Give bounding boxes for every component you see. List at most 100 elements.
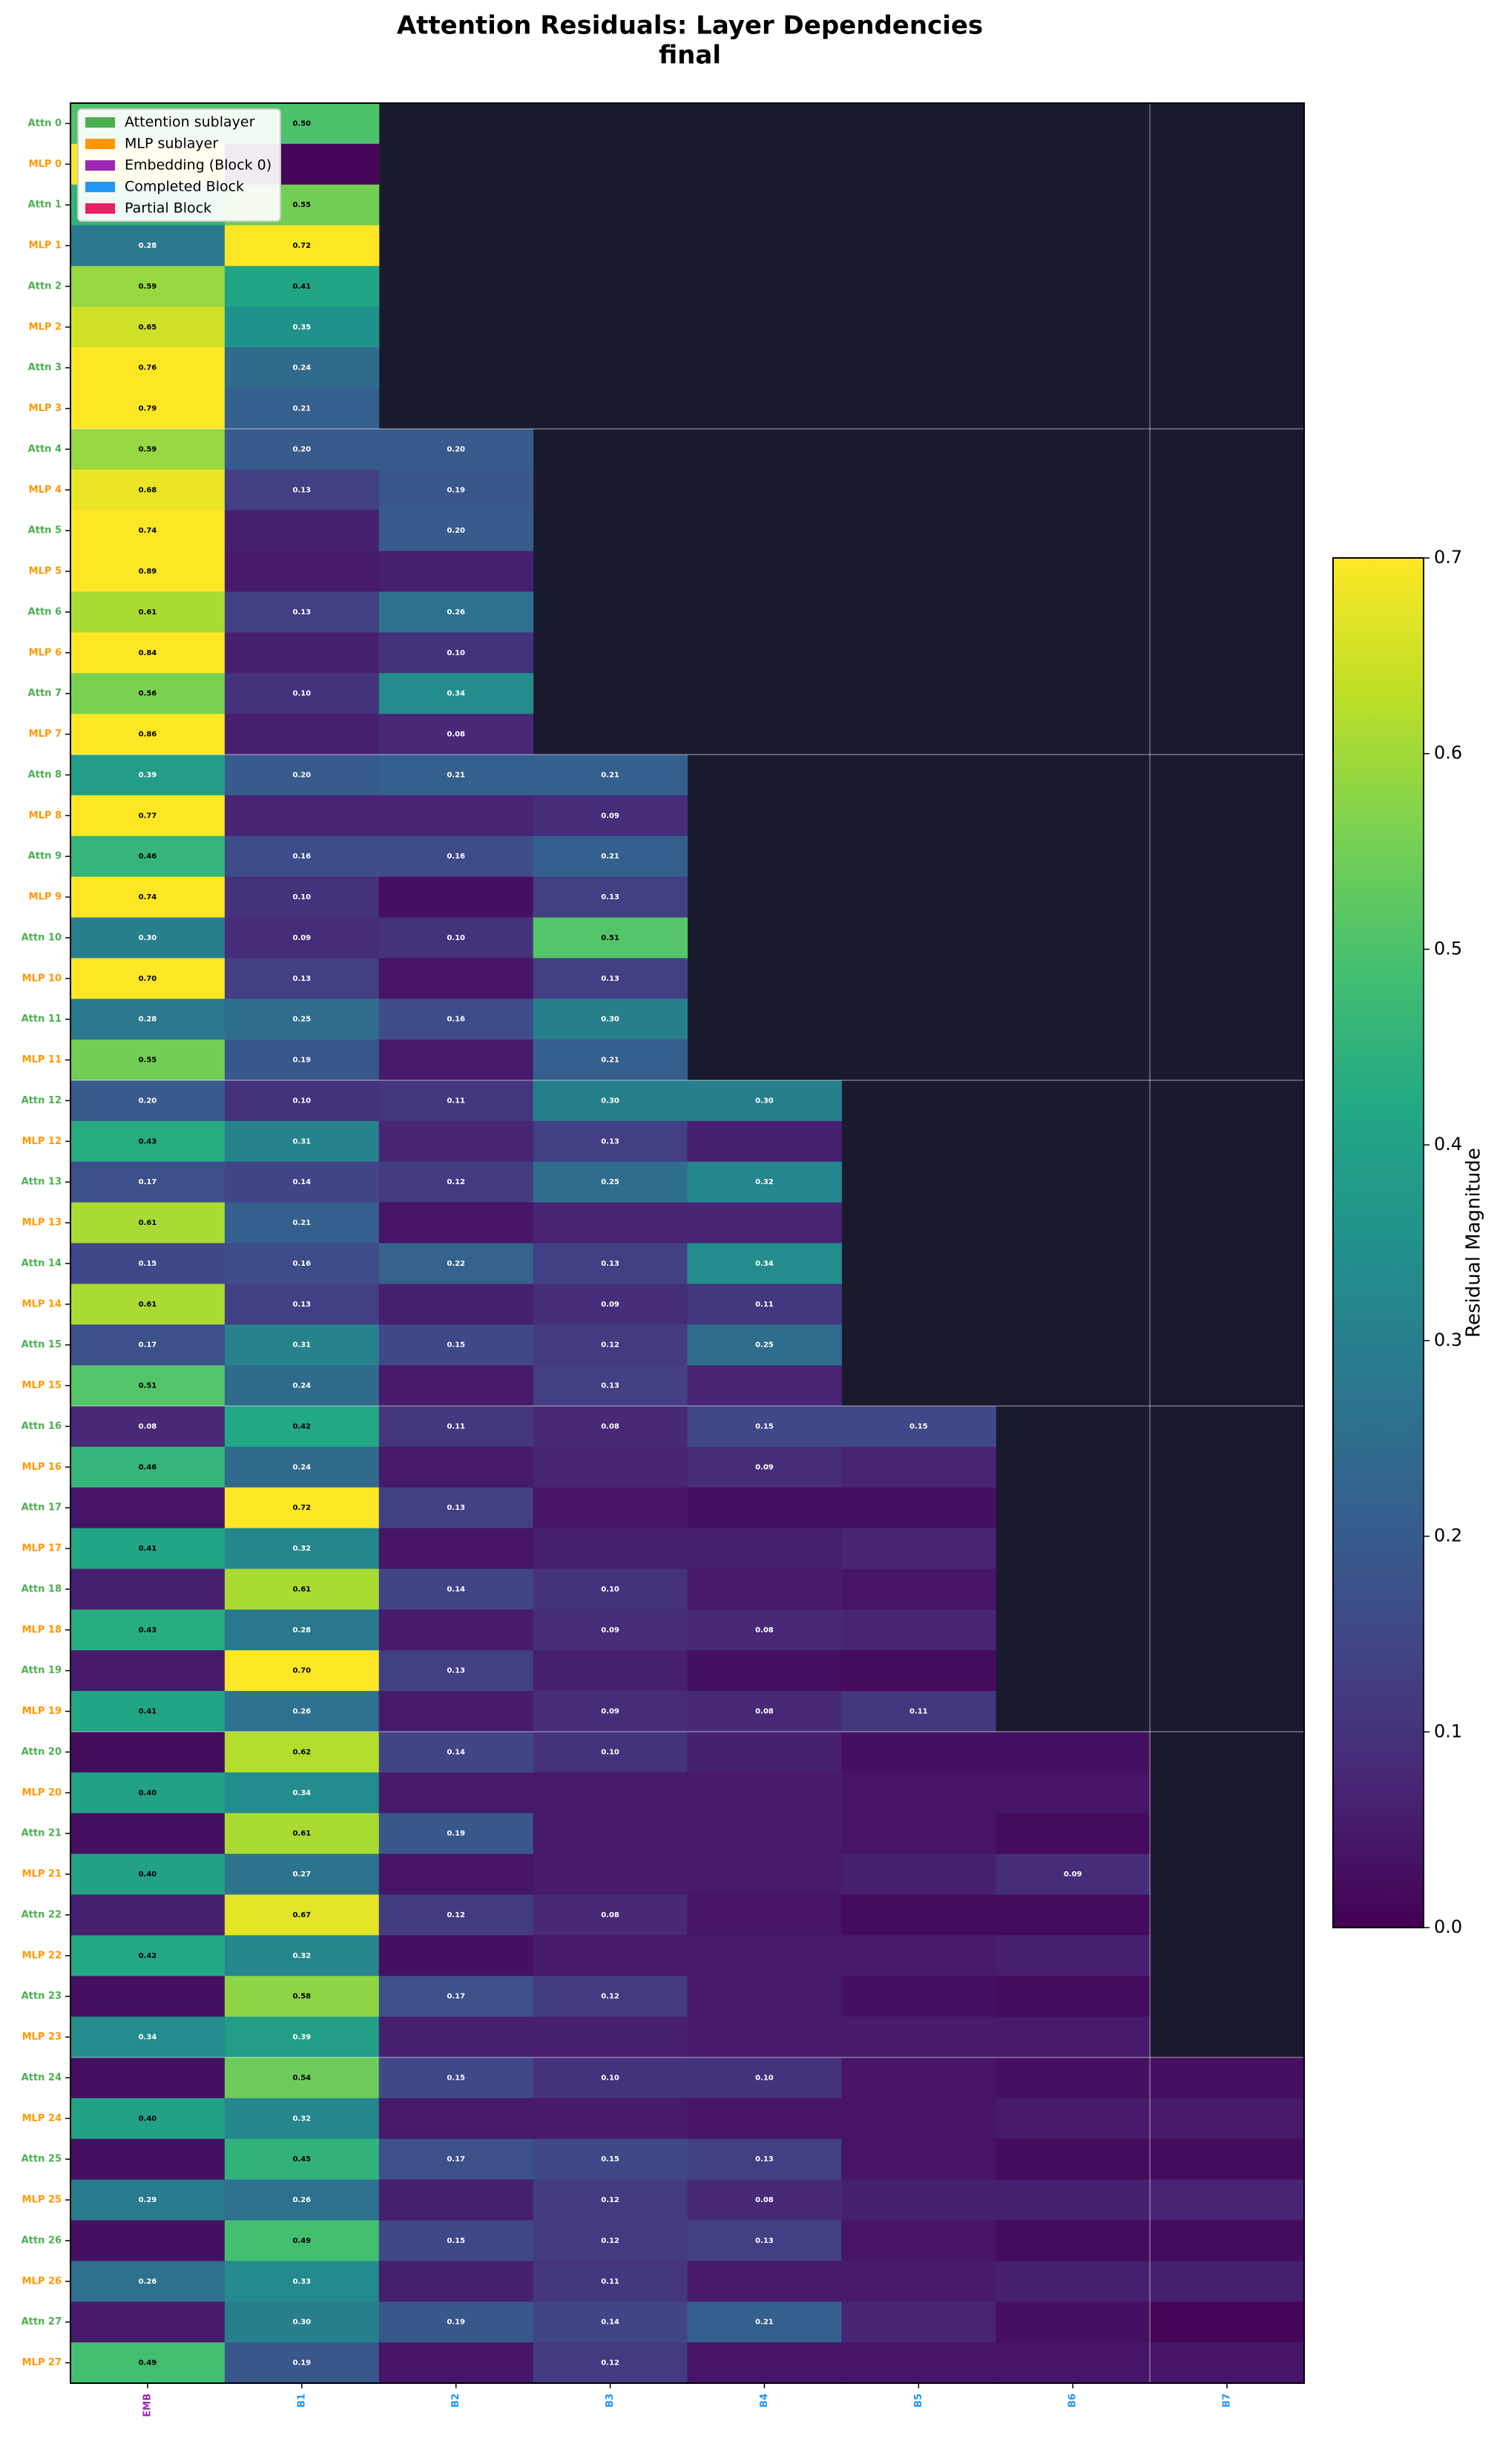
cell-label: 0.12	[447, 1178, 465, 1186]
x-tick-label: B7	[1222, 2394, 1233, 2408]
cell-label: 0.21	[447, 771, 465, 779]
x-tick-label: B1	[296, 2394, 307, 2408]
heatmap-cell	[224, 1609, 380, 1651]
heatmap-cell	[533, 958, 688, 999]
heatmap-cell	[378, 1813, 534, 1855]
y-tick-label: MLP 5	[29, 566, 62, 577]
cell-label: 0.19	[447, 2319, 465, 2327]
heatmap-cell	[687, 1120, 842, 1163]
heatmap-cell	[70, 429, 226, 470]
x-tick-label: B6	[1067, 2394, 1079, 2408]
heatmap-cell	[996, 2220, 1151, 2261]
cell-label: 0.49	[292, 2237, 311, 2245]
heatmap-cell	[533, 2179, 688, 2221]
heatmap-cell	[224, 1080, 380, 1122]
cell-label: 0.09	[292, 934, 311, 942]
heatmap-cell	[224, 306, 380, 348]
heatmap-cell	[70, 835, 226, 878]
heatmap-cell	[224, 2261, 380, 2302]
heatmap-cell	[533, 2057, 688, 2099]
heatmap-cell	[378, 2017, 534, 2058]
heatmap-cell	[70, 551, 226, 592]
heatmap-cell	[70, 2179, 226, 2221]
cell-label: 0.08	[755, 1626, 774, 1635]
legend: Attention sublayer MLP sublayer Embedding …	[77, 108, 281, 222]
cell-label: 0.31	[292, 1137, 311, 1146]
heatmap-cell	[687, 1365, 842, 1407]
cell-label: 0.30	[292, 2319, 311, 2327]
cell-label: 0.21	[601, 1057, 619, 1065]
heatmap-cell	[841, 2220, 996, 2261]
heatmap-cell	[378, 1487, 534, 1529]
cell-label: 0.65	[139, 323, 157, 332]
cell-label: 0.21	[601, 771, 619, 779]
cell-label: 0.62	[292, 1748, 311, 1756]
heatmap-cell	[533, 999, 688, 1040]
cell-label: 0.51	[139, 1382, 157, 1390]
cell-label: 0.46	[139, 1463, 157, 1471]
y-tick-label: MLP 19	[22, 1706, 62, 1717]
heatmap-cell	[224, 2179, 380, 2221]
heatmap-cell	[378, 1568, 534, 1610]
heatmap-cell	[224, 1120, 380, 1163]
heatmap-cell	[533, 1650, 688, 1692]
y-tick-label: MLP 18	[22, 1624, 62, 1635]
cell-label: 0.16	[447, 1016, 465, 1024]
cell-label: 0.10	[292, 893, 311, 901]
heatmap-cell	[996, 2057, 1151, 2099]
heatmap-cell	[70, 1446, 226, 1488]
cell-label: 0.16	[292, 1260, 311, 1268]
cell-label: 0.10	[447, 934, 465, 942]
heatmap-cell	[378, 1853, 534, 1895]
heatmap-cell	[687, 1080, 842, 1122]
cell-label: 0.14	[601, 2319, 619, 2327]
heatmap-cell	[533, 2138, 688, 2181]
cell-label: 0.15	[139, 1260, 157, 1268]
legend-label: MLP sublayer	[125, 136, 218, 152]
plot-frame	[70, 102, 1305, 2384]
y-tick-label: MLP 20	[22, 1787, 62, 1798]
cell-label: 0.26	[292, 2196, 311, 2204]
legend-swatch	[85, 160, 115, 171]
cell-label: 0.13	[601, 1260, 619, 1268]
cell-label: 0.13	[601, 893, 619, 901]
heatmap-cell	[224, 755, 380, 796]
cell-label: 0.13	[601, 1137, 619, 1146]
cell-label: 0.11	[601, 2278, 619, 2286]
heatmap-cell	[70, 1691, 226, 1732]
cell-label: 0.12	[601, 2196, 619, 2204]
heatmap-cell	[70, 1202, 226, 1244]
heatmap-cell	[70, 795, 226, 837]
cell-label: 0.40	[139, 1870, 157, 1879]
heatmap-cell	[70, 1161, 226, 1203]
cell-label: 0.74	[139, 893, 157, 901]
cell-label: 0.28	[139, 1016, 157, 1024]
heatmap-cell	[1150, 2179, 1305, 2221]
heatmap-cell	[378, 958, 534, 999]
heatmap-cell	[224, 225, 380, 266]
heatmap-cell	[378, 510, 534, 552]
heatmap-cell	[841, 1650, 996, 1692]
cell-label: 0.55	[139, 1057, 157, 1065]
cell-label: 0.19	[447, 486, 465, 494]
heatmap-cell	[224, 2220, 380, 2261]
cell-label: 0.32	[755, 1178, 774, 1186]
cell-label: 0.15	[447, 1341, 465, 1350]
cell-label: 0.11	[447, 1422, 465, 1430]
cell-label: 0.24	[292, 1382, 311, 1390]
heatmap-cell	[841, 1568, 996, 1610]
cell-label: 0.72	[292, 1504, 311, 1512]
heatmap-cell	[533, 1609, 688, 1651]
heatmap-cell	[533, 1406, 688, 1448]
legend-label: Embedding (Block 0)	[125, 157, 272, 174]
cell-label: 0.39	[139, 771, 157, 779]
cell-label: 0.13	[292, 1301, 311, 1309]
heatmap-cell	[533, 1324, 688, 1366]
heatmap-cell	[841, 2302, 996, 2343]
cell-label: 0.61	[139, 608, 157, 617]
cell-label: 0.15	[909, 1422, 928, 1430]
cell-label: 0.10	[755, 2074, 774, 2082]
cell-label: 0.09	[601, 1626, 619, 1635]
colorbar-tick-label: 0.4	[1434, 1134, 1462, 1154]
cell-label: 0.17	[447, 2155, 465, 2164]
